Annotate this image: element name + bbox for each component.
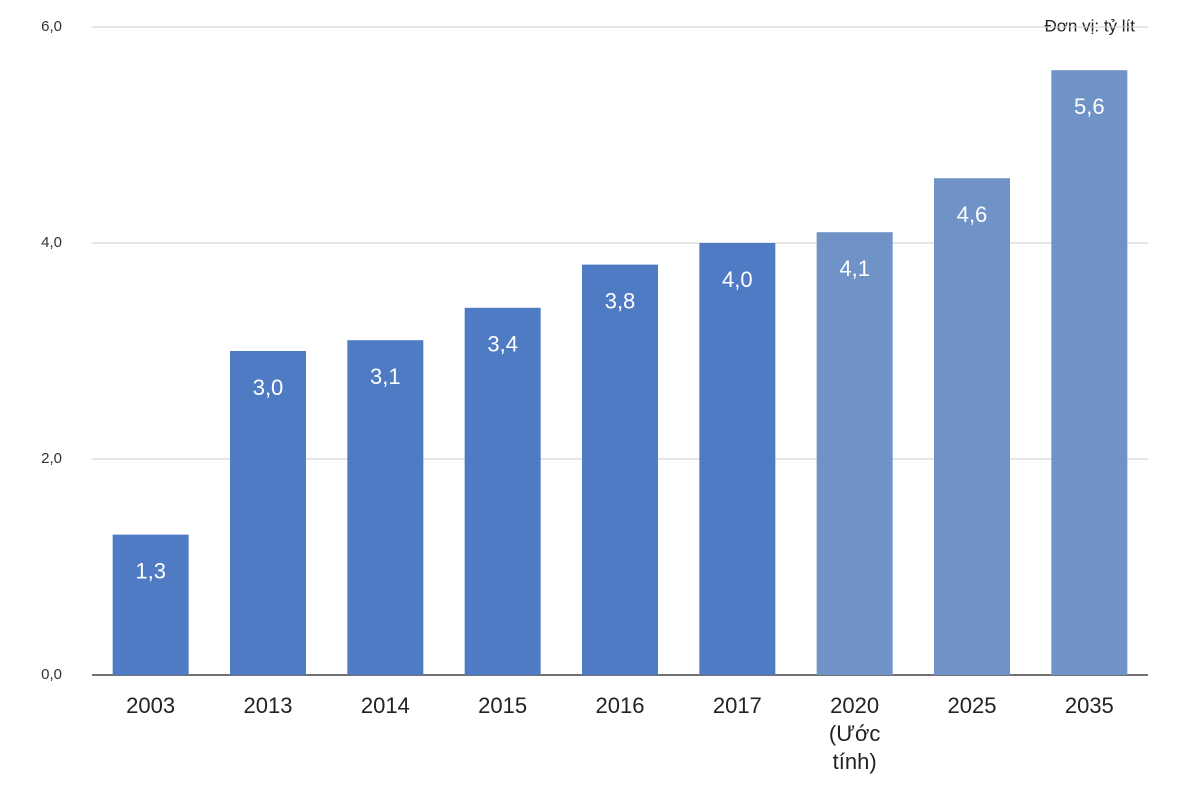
x-tick-label: 2017	[712, 693, 762, 718]
value-label: 4,0	[722, 267, 753, 292]
bar	[1051, 70, 1128, 675]
value-label: 4,1	[839, 256, 870, 281]
unit-label: Đơn vị: tỷ lít	[1045, 16, 1136, 35]
x-tick-label: 2020 (Ước tính)	[828, 693, 881, 774]
value-label: 5,6	[1074, 94, 1105, 119]
x-tick-label: 2035	[1064, 693, 1114, 718]
x-tick-label: 2013	[243, 693, 293, 718]
y-tick-label: 2,0	[41, 450, 62, 467]
bar	[934, 178, 1010, 675]
value-label: 1,3	[135, 558, 166, 583]
value-label: 4,6	[957, 202, 988, 227]
value-label: 3,0	[253, 375, 284, 400]
bar	[347, 340, 424, 675]
x-tick-label: 2015	[478, 693, 528, 718]
value-label: 3,1	[370, 364, 401, 389]
x-tick-label: 2003	[126, 693, 176, 718]
bar	[112, 534, 189, 675]
y-tick-label: 0,0	[41, 666, 62, 683]
bar	[230, 351, 306, 675]
value-label: 3,4	[487, 332, 518, 357]
value-label: 3,8	[605, 288, 636, 313]
bar	[816, 232, 893, 675]
y-tick-label: 6,0	[41, 18, 62, 35]
bar	[699, 243, 776, 675]
y-tick-label: 4,0	[41, 234, 62, 251]
x-tick-label: 2014	[360, 693, 410, 718]
x-tick-label: 2025	[947, 693, 997, 718]
bar	[582, 264, 658, 675]
bar	[464, 307, 541, 675]
x-tick-label: 2016	[595, 693, 645, 718]
